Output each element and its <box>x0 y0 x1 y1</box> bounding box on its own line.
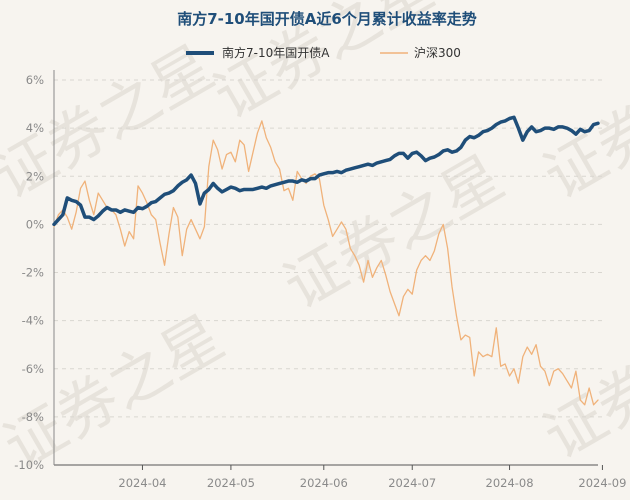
watermark-text: 证券之星 <box>533 292 630 473</box>
x-axis: 2024-04 2024-05 2024-06 2024-07 2024-08 2024-… <box>53 70 626 490</box>
y-tick-label: -6% <box>22 362 44 376</box>
x-tick-label: 2024-06 <box>300 476 348 490</box>
series-line-fund <box>52 115 600 227</box>
legend-label-csi300: 沪深300 <box>414 46 461 60</box>
y-tick-label: 4% <box>26 121 44 135</box>
y-tick-label: 6% <box>26 73 44 87</box>
chart-title: 南方7-10年国开债A近6个月累计收益率走势 <box>177 10 477 28</box>
series-line-csi300 <box>53 120 599 406</box>
y-tick-label: 0% <box>26 217 44 231</box>
y-tick-label: -4% <box>22 314 44 328</box>
y-axis-ticks: 6% 4% 2% 0% -2% -4% -6% -8% -10% <box>14 73 44 472</box>
x-tick-label: 2024-05 <box>207 476 255 490</box>
legend-label-fund: 南方7-10年国开债A <box>222 45 330 60</box>
legend: 南方7-10年国开债A 沪深300 <box>186 45 461 60</box>
x-tick-label: 2024-04 <box>118 476 166 490</box>
gridlines <box>54 79 602 418</box>
x-tick-label: 2024-08 <box>486 476 534 490</box>
y-tick-label: -10% <box>14 458 44 472</box>
y-tick-label: 2% <box>26 169 44 183</box>
watermark-text: 证券之星 <box>273 142 516 323</box>
x-tick-label: 2024-07 <box>388 476 436 490</box>
x-tick-label: 2024-09 <box>578 476 626 490</box>
watermark-text: 证券之星 <box>533 32 630 213</box>
watermark-text: 证券之星 <box>0 302 235 483</box>
series-lines <box>52 115 600 406</box>
y-tick-label: -2% <box>22 266 44 280</box>
y-tick-label: -8% <box>22 410 44 424</box>
